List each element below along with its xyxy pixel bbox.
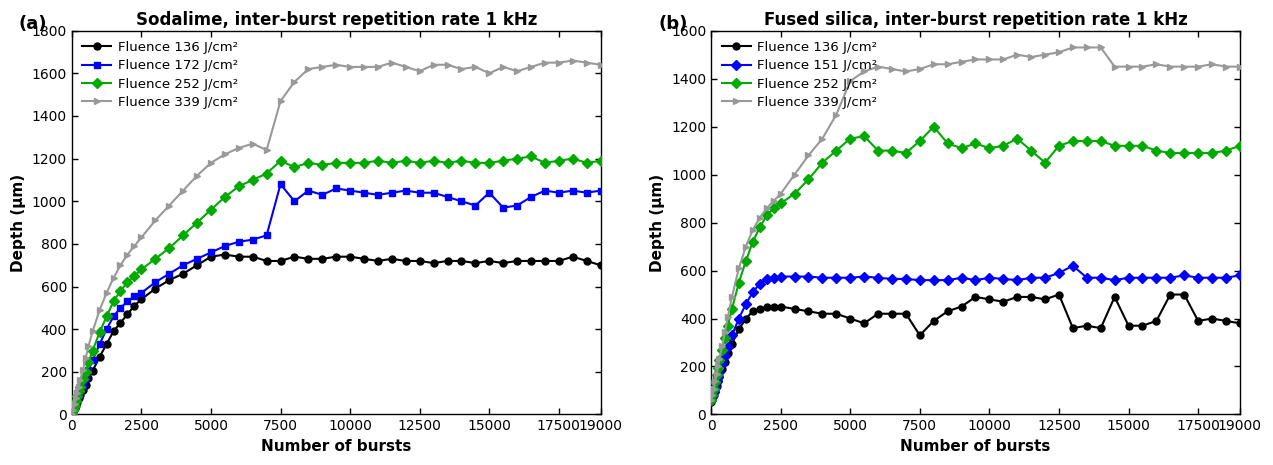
X-axis label: Number of bursts: Number of bursts — [900, 439, 1050, 454]
Fluence 339 J/cm² — [92, 307, 107, 313]
Line: Fluence 136 J/cm²: Fluence 136 J/cm² — [708, 291, 1244, 406]
Fluence 252 J/cm² — [759, 213, 774, 218]
Fluence 151 J/cm² — [1232, 272, 1248, 278]
Fluence 252 J/cm² — [1009, 136, 1025, 141]
Fluence 172 J/cm² — [412, 190, 428, 195]
Line: Fluence 136 J/cm²: Fluence 136 J/cm² — [69, 251, 605, 418]
Fluence 339 J/cm² — [120, 252, 135, 257]
Fluence 252 J/cm² — [1051, 143, 1067, 149]
Fluence 339 J/cm² — [1037, 52, 1053, 58]
Fluence 151 J/cm² — [1218, 275, 1234, 280]
Line: Fluence 252 J/cm²: Fluence 252 J/cm² — [69, 153, 605, 418]
Fluence 136 J/cm² — [218, 252, 233, 257]
Fluence 136 J/cm² — [1232, 320, 1248, 326]
Fluence 339 J/cm² — [1232, 64, 1248, 69]
Fluence 339 J/cm² — [766, 198, 782, 204]
Fluence 339 J/cm² — [398, 64, 414, 70]
Fluence 252 J/cm² — [64, 412, 79, 417]
Fluence 252 J/cm² — [356, 160, 372, 166]
Fluence 172 J/cm² — [272, 181, 288, 187]
Fluence 252 J/cm² — [120, 279, 135, 285]
Fluence 136 J/cm² — [593, 262, 608, 268]
Fluence 339 J/cm² — [64, 412, 79, 417]
Fluence 339 J/cm² — [1218, 64, 1234, 69]
Line: Fluence 151 J/cm²: Fluence 151 J/cm² — [708, 262, 1244, 404]
Title: Fused silica, inter-burst repetition rate 1 kHz: Fused silica, inter-burst repetition rat… — [764, 11, 1188, 29]
Fluence 136 J/cm² — [370, 258, 386, 264]
Fluence 252 J/cm² — [766, 206, 782, 211]
Y-axis label: Depth (μm): Depth (μm) — [11, 173, 27, 272]
Fluence 339 J/cm² — [565, 58, 580, 63]
Fluence 136 J/cm² — [1037, 297, 1053, 302]
Line: Fluence 339 J/cm²: Fluence 339 J/cm² — [708, 44, 1244, 404]
Fluence 339 J/cm² — [127, 243, 143, 249]
Fluence 252 J/cm² — [925, 124, 941, 129]
Fluence 136 J/cm² — [120, 312, 135, 317]
Fluence 252 J/cm² — [704, 397, 719, 403]
Fluence 151 J/cm² — [759, 276, 774, 282]
Fluence 136 J/cm² — [995, 299, 1011, 305]
Fluence 339 J/cm² — [356, 64, 372, 70]
Fluence 252 J/cm² — [1218, 148, 1234, 153]
Fluence 172 J/cm² — [120, 299, 135, 304]
Fluence 136 J/cm² — [92, 354, 107, 360]
Fluence 136 J/cm² — [704, 400, 719, 405]
Fluence 252 J/cm² — [593, 158, 608, 164]
Fluence 136 J/cm² — [64, 412, 79, 417]
Fluence 252 J/cm² — [127, 273, 143, 279]
Legend: Fluence 136 J/cm², Fluence 172 J/cm², Fluence 252 J/cm², Fluence 339 J/cm²: Fluence 136 J/cm², Fluence 172 J/cm², Fl… — [79, 37, 242, 113]
Fluence 136 J/cm² — [766, 304, 782, 309]
Line: Fluence 172 J/cm²: Fluence 172 J/cm² — [69, 181, 605, 418]
Fluence 136 J/cm² — [412, 258, 428, 264]
Line: Fluence 252 J/cm²: Fluence 252 J/cm² — [708, 123, 1244, 404]
Fluence 252 J/cm² — [1232, 143, 1248, 149]
Fluence 339 J/cm² — [759, 206, 774, 211]
Fluence 339 J/cm² — [1066, 45, 1081, 50]
Fluence 252 J/cm² — [92, 330, 107, 335]
Fluence 339 J/cm² — [731, 266, 746, 271]
Fluence 151 J/cm² — [766, 275, 782, 280]
Fluence 151 J/cm² — [1037, 275, 1053, 280]
Fluence 252 J/cm² — [398, 158, 414, 164]
Fluence 339 J/cm² — [579, 60, 594, 66]
Fluence 252 J/cm² — [731, 280, 746, 286]
Fluence 172 J/cm² — [370, 192, 386, 198]
Fluence 151 J/cm² — [1066, 263, 1081, 269]
Fluence 172 J/cm² — [64, 412, 79, 417]
Fluence 136 J/cm² — [1051, 292, 1067, 297]
Line: Fluence 339 J/cm²: Fluence 339 J/cm² — [69, 57, 605, 418]
Fluence 136 J/cm² — [579, 258, 594, 264]
Fluence 252 J/cm² — [579, 160, 594, 166]
Text: (a): (a) — [19, 15, 47, 33]
Fluence 172 J/cm² — [579, 190, 594, 195]
Fluence 136 J/cm² — [127, 303, 143, 308]
Fluence 339 J/cm² — [995, 57, 1011, 62]
X-axis label: Number of bursts: Number of bursts — [261, 439, 411, 454]
Fluence 151 J/cm² — [704, 397, 719, 403]
Fluence 172 J/cm² — [127, 293, 143, 299]
Text: (b): (b) — [658, 15, 687, 33]
Fluence 136 J/cm² — [1218, 318, 1234, 324]
Fluence 339 J/cm² — [704, 397, 719, 403]
Title: Sodalime, inter-burst repetition rate 1 kHz: Sodalime, inter-burst repetition rate 1 … — [135, 11, 537, 29]
Fluence 252 J/cm² — [523, 153, 538, 159]
Fluence 172 J/cm² — [92, 341, 107, 347]
Fluence 151 J/cm² — [731, 316, 746, 321]
Fluence 172 J/cm² — [593, 188, 608, 193]
Fluence 136 J/cm² — [759, 304, 774, 309]
Fluence 151 J/cm² — [995, 276, 1011, 282]
Fluence 136 J/cm² — [731, 326, 746, 332]
Legend: Fluence 136 J/cm², Fluence 151 J/cm², Fluence 252 J/cm², Fluence 339 J/cm²: Fluence 136 J/cm², Fluence 151 J/cm², Fl… — [718, 37, 881, 113]
Y-axis label: Depth (μm): Depth (μm) — [651, 173, 666, 272]
Fluence 339 J/cm² — [593, 62, 608, 67]
